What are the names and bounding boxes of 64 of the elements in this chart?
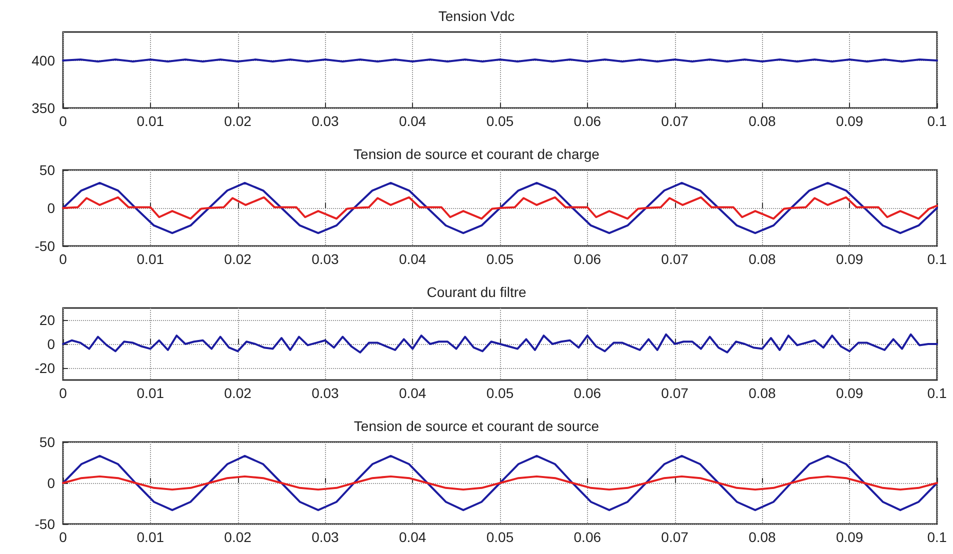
x-tick-label: 0.02	[224, 113, 252, 129]
x-tick-label: 0.09	[836, 385, 864, 401]
x-tick-label: 0	[59, 113, 68, 129]
x-tick-label: 0	[59, 529, 68, 545]
x-tick-label: 0.02	[224, 251, 252, 267]
y-tick-label: 50	[39, 434, 56, 450]
line-series	[62, 454, 938, 512]
x-tick-label: 0.04	[398, 113, 426, 129]
x-tick-label: 0.06	[574, 251, 602, 267]
x-tick-label: 0.05	[486, 529, 514, 545]
x-tick-label: 0.02	[224, 385, 252, 401]
x-tick-label: 0.01	[136, 529, 164, 545]
x-tick-label: 0.04	[398, 385, 426, 401]
x-tick-label: 0.1	[927, 529, 947, 545]
y-tick-label: 0	[47, 336, 56, 352]
x-tick-label: 0.03	[312, 251, 340, 267]
y-tick-label: 0	[47, 475, 56, 491]
line-series	[62, 333, 938, 354]
y-tick-label: -50	[34, 516, 56, 532]
y-tick-label: -50	[34, 238, 56, 254]
x-tick-label: 0.04	[398, 529, 426, 545]
y-tick-label: 400	[32, 52, 56, 68]
x-tick-label: 0.08	[748, 251, 776, 267]
x-tick-label: 0.03	[312, 529, 340, 545]
y-tick-label: 50	[39, 162, 56, 178]
x-tick-label: 0.05	[486, 113, 514, 129]
x-tick-label: 0.08	[748, 529, 776, 545]
x-tick-label: 0.03	[312, 385, 340, 401]
x-tick-label: 0.05	[486, 251, 514, 267]
x-tick-label: 0.07	[661, 529, 689, 545]
x-tick-label: 0.06	[574, 113, 602, 129]
chart-title: Tension Vdc	[438, 8, 515, 24]
line-series	[62, 196, 938, 220]
x-tick-label: 0.07	[661, 113, 689, 129]
chart-title: Courant du filtre	[426, 284, 527, 300]
line-series	[62, 475, 938, 491]
x-tick-label: 0.09	[836, 251, 864, 267]
x-tick-label: 0.1	[927, 113, 947, 129]
x-tick-label: 0.08	[748, 113, 776, 129]
x-tick-label: 0.1	[927, 385, 947, 401]
x-tick-label: 0.01	[136, 113, 164, 129]
x-tick-label: 0	[59, 385, 68, 401]
line-series	[62, 182, 938, 234]
x-tick-label: 0.08	[748, 385, 776, 401]
x-tick-label: 0.07	[661, 251, 689, 267]
y-tick-label: 350	[32, 100, 56, 116]
x-tick-label: 0.09	[836, 113, 864, 129]
x-tick-label: 0.05	[486, 385, 514, 401]
x-tick-label: 0.09	[836, 529, 864, 545]
x-tick-label: 0.07	[661, 385, 689, 401]
y-tick-label: -20	[34, 360, 56, 376]
chart-title: Tension de source et courant de source	[354, 418, 600, 434]
x-tick-label: 0.02	[224, 529, 252, 545]
y-tick-label: 0	[47, 200, 56, 216]
x-tick-label: 0.03	[312, 113, 340, 129]
x-tick-label: 0	[59, 251, 68, 267]
chart-title: Tension de source et courant de charge	[354, 146, 600, 162]
x-tick-label: 0.06	[574, 529, 602, 545]
y-tick-label: 20	[39, 312, 56, 328]
x-tick-label: 0.01	[136, 251, 164, 267]
x-tick-label: 0.04	[398, 251, 426, 267]
x-tick-label: 0.1	[927, 251, 947, 267]
x-tick-label: 0.01	[136, 385, 164, 401]
x-tick-label: 0.06	[574, 385, 602, 401]
